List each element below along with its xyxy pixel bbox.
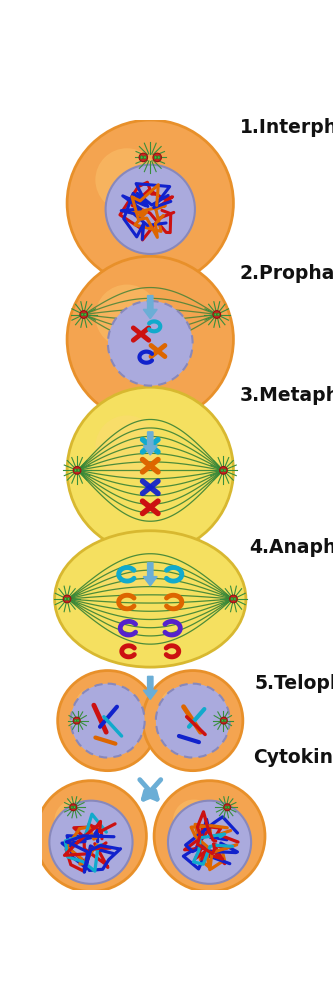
Circle shape (95, 415, 159, 479)
Ellipse shape (65, 597, 67, 600)
Ellipse shape (214, 313, 216, 316)
Ellipse shape (74, 719, 76, 722)
Circle shape (154, 781, 265, 892)
Circle shape (58, 671, 158, 771)
Ellipse shape (224, 469, 226, 472)
Circle shape (230, 595, 237, 603)
Ellipse shape (224, 719, 226, 722)
Circle shape (219, 466, 227, 474)
Circle shape (54, 800, 97, 842)
Ellipse shape (225, 806, 227, 809)
Ellipse shape (158, 156, 160, 159)
Ellipse shape (141, 156, 143, 159)
Circle shape (213, 311, 221, 318)
Text: Cytokinesis: Cytokinesis (253, 748, 333, 767)
Circle shape (73, 717, 80, 724)
Text: 2.Prophase: 2.Prophase (239, 264, 333, 283)
Text: 5.Telophase: 5.Telophase (254, 674, 333, 693)
Ellipse shape (55, 531, 246, 667)
Circle shape (95, 148, 159, 211)
Ellipse shape (77, 719, 79, 722)
Circle shape (36, 781, 147, 892)
Circle shape (75, 688, 113, 726)
Circle shape (63, 595, 71, 603)
FancyArrow shape (143, 432, 157, 455)
Circle shape (108, 301, 192, 386)
Ellipse shape (81, 313, 84, 316)
Circle shape (80, 311, 88, 318)
Ellipse shape (77, 469, 80, 472)
Ellipse shape (71, 806, 73, 809)
Circle shape (220, 717, 227, 724)
Circle shape (73, 466, 81, 474)
Circle shape (143, 671, 243, 771)
FancyArrow shape (143, 296, 157, 319)
Ellipse shape (231, 597, 233, 600)
Circle shape (49, 801, 133, 884)
Circle shape (95, 285, 159, 348)
Circle shape (67, 256, 233, 423)
Circle shape (67, 120, 233, 286)
Ellipse shape (100, 567, 153, 593)
Ellipse shape (84, 313, 86, 316)
Ellipse shape (217, 313, 219, 316)
Circle shape (139, 153, 148, 162)
Circle shape (70, 804, 77, 811)
Text: 3.Metaphase: 3.Metaphase (239, 386, 333, 405)
Circle shape (160, 688, 198, 726)
Circle shape (168, 801, 251, 884)
Ellipse shape (67, 597, 70, 600)
FancyArrow shape (143, 676, 157, 699)
Circle shape (106, 165, 195, 254)
Ellipse shape (74, 806, 76, 809)
Ellipse shape (234, 597, 236, 600)
Circle shape (67, 387, 233, 554)
Ellipse shape (144, 156, 146, 159)
Text: 4.Anaphase: 4.Anaphase (249, 538, 333, 557)
Circle shape (173, 800, 215, 842)
Circle shape (71, 684, 145, 758)
Ellipse shape (227, 806, 230, 809)
Text: 1.Interphase: 1.Interphase (239, 118, 333, 137)
Ellipse shape (75, 469, 77, 472)
Ellipse shape (154, 156, 157, 159)
FancyArrow shape (143, 563, 157, 586)
Ellipse shape (221, 469, 223, 472)
Circle shape (153, 153, 162, 162)
Circle shape (156, 684, 230, 758)
Circle shape (224, 804, 231, 811)
Ellipse shape (221, 719, 223, 722)
